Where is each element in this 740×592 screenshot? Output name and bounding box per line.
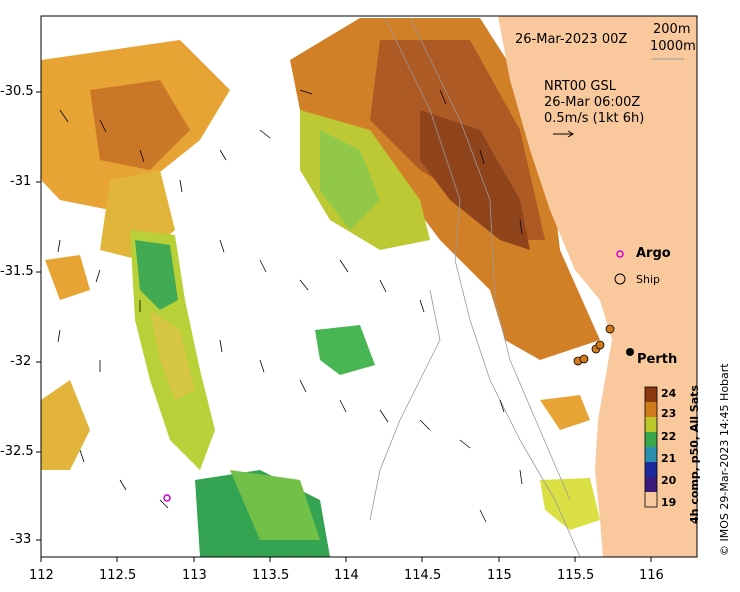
colorbar-tick-label: 21 [661,452,677,465]
argo-float-icon [163,494,171,502]
x-tick-label: 115.5 [557,568,595,583]
axis-ticks [36,91,652,562]
y-tick-label: -33 [10,532,32,547]
x-tick-label: 113.5 [252,568,290,583]
colorbar-tick-label: 20 [661,474,677,487]
x-tick-label: 112.5 [99,568,137,583]
date-label: 26-Mar-2023 00Z [515,32,628,47]
y-tick-label: -30.5 [0,84,34,99]
bathymetry-contours [369,17,581,558]
city-label: Perth [637,352,678,367]
y-tick-label: -31.5 [0,264,34,279]
current-title: NRT00 GSL [544,79,616,94]
x-tick-label: 114.5 [404,568,442,583]
x-tick-label: 115 [487,568,512,583]
x-tick-label: 113 [182,568,207,583]
contour-label-1000m: 1000m [650,39,696,54]
colorbar-title: 4h comp, p50, All Sats [688,385,701,524]
y-tick-label: -31 [10,174,32,189]
current-vectors [57,89,523,523]
x-tick-label: 114 [334,568,359,583]
scale-arrow-icon [553,130,574,138]
argo-marker-icon [616,250,624,258]
perth-marker-icon [626,348,634,356]
ship-track-icon [573,324,615,366]
legend-ship-label: Ship [636,273,660,286]
credit-label: © IMOS 29-Mar-2023 14:45 Hobart [718,363,731,556]
colorbar [644,386,658,508]
colorbar-tick-label: 22 [661,430,677,443]
contour-label-200m: 200m [653,22,691,37]
x-tick-label: 112 [29,568,54,583]
colorbar-tick-label: 24 [661,387,677,400]
current-scale: 0.5m/s (1kt 6h) [544,111,645,126]
x-tick-label: 116 [639,568,664,583]
ship-marker-icon [614,273,626,285]
legend-argo-label: Argo [636,246,671,261]
sst-patches [41,18,600,557]
colorbar-tick-label: 19 [661,496,677,509]
y-tick-label: -32.5 [0,444,34,459]
y-tick-label: -32 [10,354,32,369]
current-time: 26-Mar 06:00Z [544,95,641,110]
colorbar-tick-label: 23 [661,407,677,420]
